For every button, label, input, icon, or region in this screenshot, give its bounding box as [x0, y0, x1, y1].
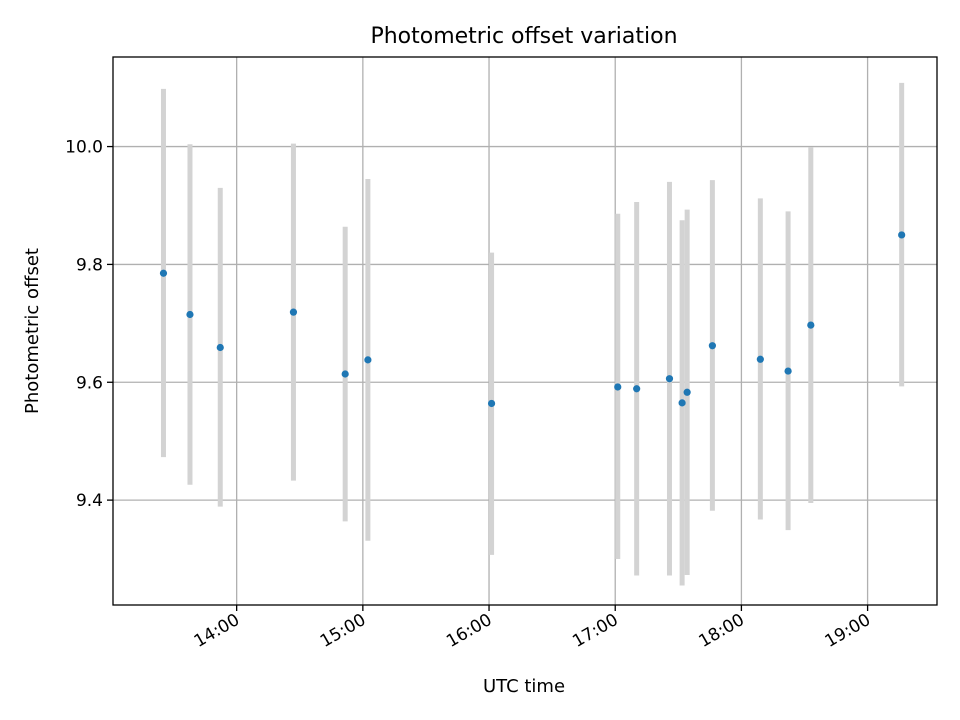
data-point [341, 370, 349, 378]
data-point [614, 383, 622, 391]
data-point [159, 269, 168, 277]
y-tick-label: 9.6 [76, 373, 103, 393]
data-point [708, 342, 716, 350]
data-point [289, 308, 298, 316]
data-point [898, 231, 906, 239]
data-point [756, 355, 764, 363]
y-axis-ticks: 9.4 9.6 9.8 10.0 [65, 138, 113, 511]
data-point [633, 385, 641, 393]
y-tick-label: 9.8 [76, 255, 103, 275]
plot-frame [112, 56, 938, 606]
x-axis-label: UTC time [483, 676, 565, 697]
y-tick-label: 9.4 [76, 491, 103, 511]
data-point [784, 367, 792, 375]
data-points [159, 231, 906, 408]
grid-lines [113, 57, 937, 605]
data-point [665, 375, 674, 383]
data-point [807, 321, 815, 329]
data-point [678, 399, 686, 407]
data-point [683, 388, 691, 396]
data-point [216, 343, 224, 352]
data-point [487, 399, 496, 408]
y-tick-label: 10.0 [65, 138, 103, 158]
data-point [186, 310, 194, 319]
chart-title: Photometric offset variation [370, 24, 677, 49]
y-axis-label: Photometric offset [22, 248, 43, 414]
data-point [364, 356, 372, 364]
